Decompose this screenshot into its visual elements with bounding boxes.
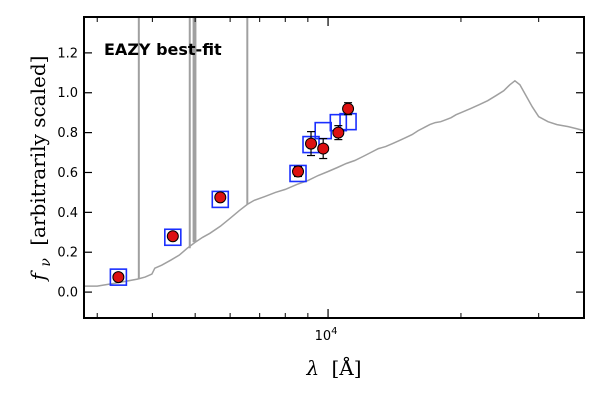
plot-frame [83, 16, 585, 319]
x-axis-title: λ [Å] [305, 355, 361, 380]
y-tick-label: 1.2 [57, 46, 78, 61]
model-box [211, 190, 230, 209]
chart-annotation: EAZY best-fit [104, 40, 222, 59]
data-point [292, 165, 305, 178]
model-box [164, 228, 182, 247]
y-tick-label: 0.6 [57, 166, 78, 181]
y-tick-label: 0.0 [57, 286, 78, 301]
x-axis-variable: λ [305, 356, 319, 380]
model-box [109, 268, 128, 286]
y-axis-subscript: ν [38, 258, 54, 267]
data-point [214, 191, 227, 204]
x-tick-label: 104 [315, 326, 338, 344]
data-point [342, 102, 355, 115]
y-axis-unit: [arbitrarily scaled] [26, 56, 50, 246]
x-axis-unit: [Å] [331, 355, 361, 380]
y-tick-label: 1.0 [57, 86, 78, 101]
y-tick-label: 0.8 [57, 126, 78, 141]
sed-curve-layer [84, 17, 584, 287]
y-axis-variable: f [26, 269, 50, 282]
sed-continuum [84, 79, 584, 287]
data-point [332, 126, 345, 139]
observed-point-layer [112, 102, 355, 284]
model-box [289, 164, 307, 183]
data-point [166, 230, 179, 243]
model-box-layer [109, 112, 357, 286]
y-tick-label: 0.4 [57, 206, 78, 221]
axes: 0.0 0.2 0.4 0.6 0.8 1.0 1.2 104 [57, 16, 585, 344]
data-point [305, 137, 318, 150]
data-point [112, 271, 125, 284]
model-box [339, 112, 357, 131]
y-axis-title: f ν [arbitrarily scaled] [26, 56, 55, 283]
data-point [317, 142, 330, 155]
y-tick-label: 0.2 [57, 246, 78, 261]
